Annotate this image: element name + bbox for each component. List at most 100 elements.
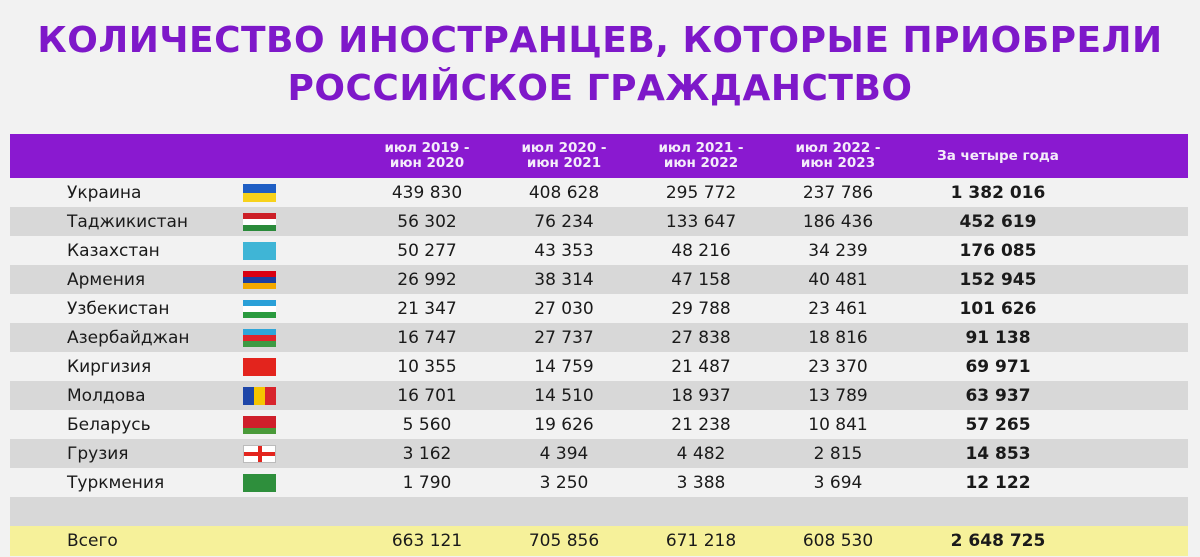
value-cell: 40 481: [808, 269, 868, 290]
kazakhstan-flag-icon: [243, 242, 276, 260]
value-cell: 18 816: [808, 327, 868, 348]
value-cell: 27 030: [534, 298, 594, 319]
azerbaijan-flag-icon: [243, 329, 276, 347]
total-cell: 101 626: [959, 298, 1037, 319]
armenia-flag-icon: [243, 271, 276, 289]
value-cell: 21 238: [671, 414, 731, 435]
value-cell: 4 394: [539, 443, 589, 464]
total-cell: 57 265: [965, 414, 1031, 435]
table-row: Армения 26 992 38 314 47 158 40 481 152 945: [10, 265, 1188, 294]
value-cell: 16 701: [397, 385, 457, 406]
table-header: июл 2019 - июн 2020 июл 2020 - июн 2021 июл …: [10, 134, 1188, 178]
value-cell: 19 626: [534, 414, 594, 435]
column-header-4: июл 2022 - июн 2023: [768, 134, 908, 178]
column-header-line-1: июл 2019 -: [384, 140, 470, 156]
page-title-line-1: КОЛИЧЕСТВО ИНОСТРАНЦЕВ, КОТОРЫЕ ПРИОБРЕЛ…: [37, 20, 1163, 61]
country-name: Молдова: [67, 385, 146, 406]
value-cell: 186 436: [802, 211, 874, 232]
column-header-line-2: июн 2021: [526, 155, 602, 171]
value-cell: 23 370: [808, 356, 868, 377]
table-row: Грузия 3 162 4 394 4 482 2 815 14 853: [10, 439, 1188, 468]
georgia-flag-icon: [243, 445, 276, 463]
grand-total-cell: 2 648 725: [950, 531, 1046, 551]
value-cell: 3 694: [813, 472, 863, 493]
country-name: Казахстан: [67, 240, 160, 261]
column-header-line-2: июн 2023: [800, 155, 876, 171]
country-name: Азербайджан: [67, 327, 190, 348]
column-header-2: июл 2020 - июн 2021: [494, 134, 634, 178]
value-cell: 408 628: [528, 182, 600, 203]
country-name: Таджикистан: [67, 211, 189, 232]
total-cell: 1 382 016: [950, 182, 1046, 203]
value-cell: 16 747: [397, 327, 457, 348]
total-cell: 12 122: [965, 472, 1031, 493]
column-header-line-1: За четыре года: [937, 147, 1059, 164]
kyrgyzstan-flag-icon: [243, 358, 276, 376]
value-cell: 21 487: [671, 356, 731, 377]
value-cell: 2 815: [813, 443, 863, 464]
turkmenistan-flag-icon: [243, 474, 276, 492]
value-cell: 237 786: [802, 182, 874, 203]
value-cell: 5 560: [402, 414, 452, 435]
column-header-line-2: июн 2020: [389, 155, 465, 171]
country-name: Беларусь: [67, 414, 151, 435]
value-cell: 1 790: [402, 472, 452, 493]
value-cell: 18 937: [671, 385, 731, 406]
table-row: Туркмения 1 790 3 250 3 388 3 694 12 122: [10, 468, 1188, 497]
value-cell: 48 216: [671, 240, 731, 261]
citizenship-table: июл 2019 - июн 2020 июл 2020 - июн 2021 июл …: [10, 134, 1188, 556]
value-cell: 3 250: [539, 472, 589, 493]
table-row: Молдова 16 701 14 510 18 937 13 789 63 937: [10, 381, 1188, 410]
value-cell: 27 737: [534, 327, 594, 348]
value-cell: 38 314: [534, 269, 594, 290]
total-value-cell: 705 856: [528, 531, 600, 551]
country-name: Украина: [67, 182, 142, 203]
total-cell: 14 853: [965, 443, 1031, 464]
country-name: Туркмения: [67, 472, 165, 493]
total-cell: 152 945: [959, 269, 1037, 290]
total-row: Всего 663 121 705 856 671 218 608 530 2 648 7…: [10, 526, 1188, 556]
tajikistan-flag-icon: [243, 213, 276, 231]
column-header-line-1: июл 2021 -: [658, 140, 744, 156]
column-header-3: июл 2021 - июн 2022: [631, 134, 771, 178]
total-value-cell: 608 530: [802, 531, 874, 551]
value-cell: 21 347: [397, 298, 457, 319]
value-cell: 27 838: [671, 327, 731, 348]
table-row: Азербайджан 16 747 27 737 27 838 18 816 91 13…: [10, 323, 1188, 352]
column-header-5: За четыре года: [928, 134, 1068, 178]
value-cell: 76 234: [534, 211, 594, 232]
belarus-flag-icon: [243, 416, 276, 434]
value-cell: 10 841: [808, 414, 868, 435]
table-row: Киргизия 10 355 14 759 21 487 23 370 69 971: [10, 352, 1188, 381]
value-cell: 439 830: [391, 182, 463, 203]
value-cell: 29 788: [671, 298, 731, 319]
value-cell: 295 772: [665, 182, 737, 203]
total-label: Всего: [67, 531, 118, 551]
country-name: Киргизия: [67, 356, 152, 377]
total-cell: 91 138: [965, 327, 1031, 348]
value-cell: 10 355: [397, 356, 457, 377]
table-row: Таджикистан 56 302 76 234 133 647 186 436 452…: [10, 207, 1188, 236]
moldova-flag-icon: [243, 387, 276, 405]
country-name: Узбекистан: [67, 298, 170, 319]
value-cell: 26 992: [397, 269, 457, 290]
value-cell: 133 647: [665, 211, 737, 232]
total-cell: 63 937: [965, 385, 1031, 406]
value-cell: 50 277: [397, 240, 457, 261]
total-cell: 452 619: [959, 211, 1037, 232]
value-cell: 3 388: [676, 472, 726, 493]
value-cell: 56 302: [397, 211, 457, 232]
spacer-row: [10, 497, 1188, 526]
column-header-line-2: июн 2022: [663, 155, 739, 171]
table-row: Узбекистан 21 347 27 030 29 788 23 461 101 62…: [10, 294, 1188, 323]
value-cell: 4 482: [676, 443, 726, 464]
uzbekistan-flag-icon: [243, 300, 276, 318]
value-cell: 23 461: [808, 298, 868, 319]
country-name: Армения: [67, 269, 146, 290]
total-value-cell: 663 121: [391, 531, 463, 551]
value-cell: 34 239: [808, 240, 868, 261]
value-cell: 43 353: [534, 240, 594, 261]
value-cell: 14 759: [534, 356, 594, 377]
total-cell: 69 971: [965, 356, 1031, 377]
total-value-cell: 671 218: [665, 531, 737, 551]
